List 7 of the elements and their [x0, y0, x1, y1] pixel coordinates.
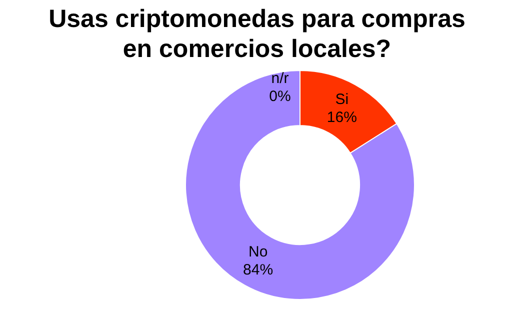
slice-label: No: [248, 243, 268, 260]
category-label: n/r: [271, 70, 289, 88]
slice-label: Si: [335, 90, 349, 108]
text: 0%: [269, 88, 291, 106]
chart-title: Usas criptomonedas para compras en comercios locales?: [48, 4, 466, 64]
data-label: 84%: [243, 261, 274, 278]
data-label: 16%: [326, 108, 357, 126]
